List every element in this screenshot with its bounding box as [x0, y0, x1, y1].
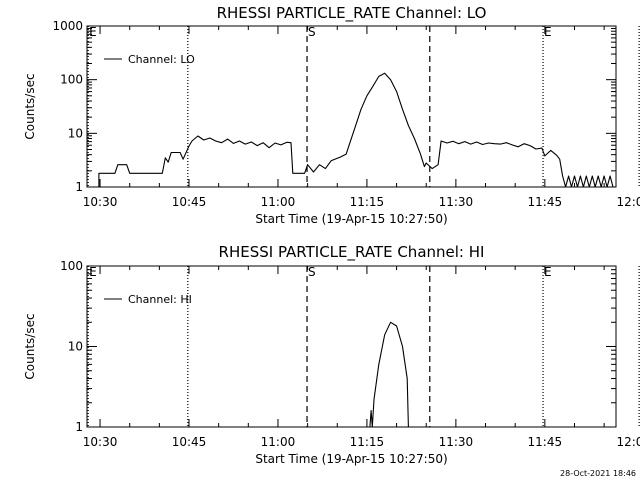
chart-1-y-tick-label: 1000	[52, 19, 83, 33]
chart-2: RHESSI PARTICLE_RATE Channel: HI 1 10 100 10…	[23, 243, 640, 466]
chart-1-marker-label: S	[308, 25, 316, 39]
chart-2-marker-label: E	[544, 265, 552, 279]
chart-2-x-tick-label: 12:00	[616, 435, 640, 449]
chart-1-title: RHESSI PARTICLE_RATE Channel: LO	[217, 4, 487, 23]
chart-2-x-axis-title: Start Time (19-Apr-15 10:27:50)	[255, 452, 447, 466]
chart-1-x-tick-label: 11:30	[439, 195, 474, 209]
chart-1-x-tick-label: 10:30	[83, 195, 118, 209]
timestamp-label: 28-Oct-2021 18:46	[560, 469, 636, 478]
chart-1-x-tick-label: 10:45	[172, 195, 207, 209]
chart-1-series-line	[98, 72, 614, 188]
chart-2-y-tick-label: 10	[68, 340, 83, 354]
chart-1-y-axis-title: Counts/sec	[23, 73, 37, 139]
chart-1-x-tick-label: 11:00	[261, 195, 296, 209]
chart-2-legend-label: Channel: HI	[128, 293, 192, 306]
chart-1-x-tick-label: 12:00	[616, 195, 640, 209]
chart-1-y-tick-label: 1	[75, 180, 83, 194]
chart-1-x-axis-title: Start Time (19-Apr-15 10:27:50)	[255, 212, 447, 226]
chart-2-x-tick-label: 11:30	[439, 435, 474, 449]
chart-1-x-tick-label: 11:45	[528, 195, 563, 209]
chart-2-x-tick-label: 11:45	[528, 435, 563, 449]
chart-2-y-axis-title: Counts/sec	[23, 313, 37, 379]
chart-2-series-line	[369, 321, 409, 428]
chart-1-marker-label: E	[89, 25, 97, 39]
chart-2-plot-frame	[86, 265, 617, 428]
chart-1-x-tick-label: 11:15	[350, 195, 385, 209]
chart-1-marker-label: E	[544, 25, 552, 39]
chart-1-legend-label: Channel: LO	[128, 53, 195, 66]
chart-2-y-tick-label: 1	[75, 420, 83, 434]
chart-2-title: RHESSI PARTICLE_RATE Channel: HI	[219, 243, 485, 262]
chart-1-y-tick-label: 10	[68, 126, 83, 140]
chart-2-x-tick-label: 10:30	[83, 435, 118, 449]
chart-1-y-tick-label: 100	[60, 73, 83, 87]
chart-2-y-tick-label: 100	[60, 259, 83, 273]
chart-1-plot-frame	[86, 25, 617, 188]
chart-2-x-tick-label: 11:15	[350, 435, 385, 449]
chart-2-marker-label: E	[89, 265, 97, 279]
chart-2-marker-label: S	[308, 265, 316, 279]
chart-2-x-tick-label: 11:00	[261, 435, 296, 449]
chart-1: RHESSI PARTICLE_RATE Channel: LO 1 10 100 10…	[23, 4, 640, 226]
chart-2-x-tick-label: 10:45	[172, 435, 207, 449]
